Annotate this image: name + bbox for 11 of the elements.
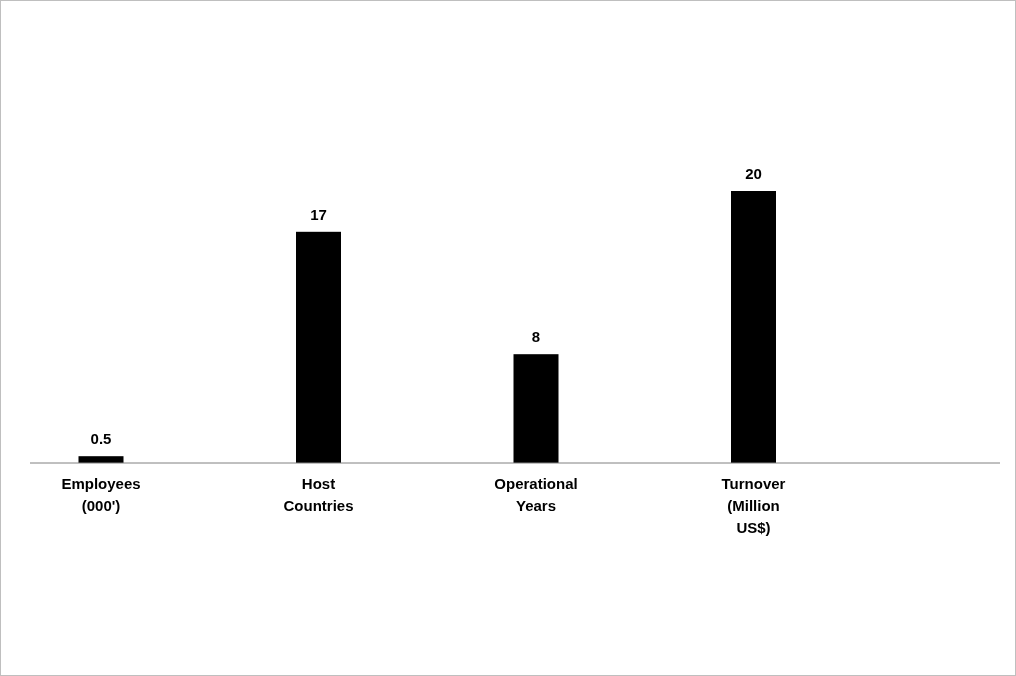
data-label: 8 [531, 328, 541, 346]
bar [513, 354, 559, 463]
data-label: 20 [745, 165, 762, 182]
data-label: 0.5 [90, 430, 112, 448]
x-tick-label: Employees (000') [61, 475, 141, 514]
x-tick-label: Host Countries [283, 475, 354, 514]
data-label: 17 [310, 205, 327, 223]
bar [731, 191, 776, 463]
x-tick-label: Operational Years [494, 475, 578, 514]
bar [296, 231, 341, 463]
x-tick-label: Turnover (Million US$) [721, 475, 786, 536]
